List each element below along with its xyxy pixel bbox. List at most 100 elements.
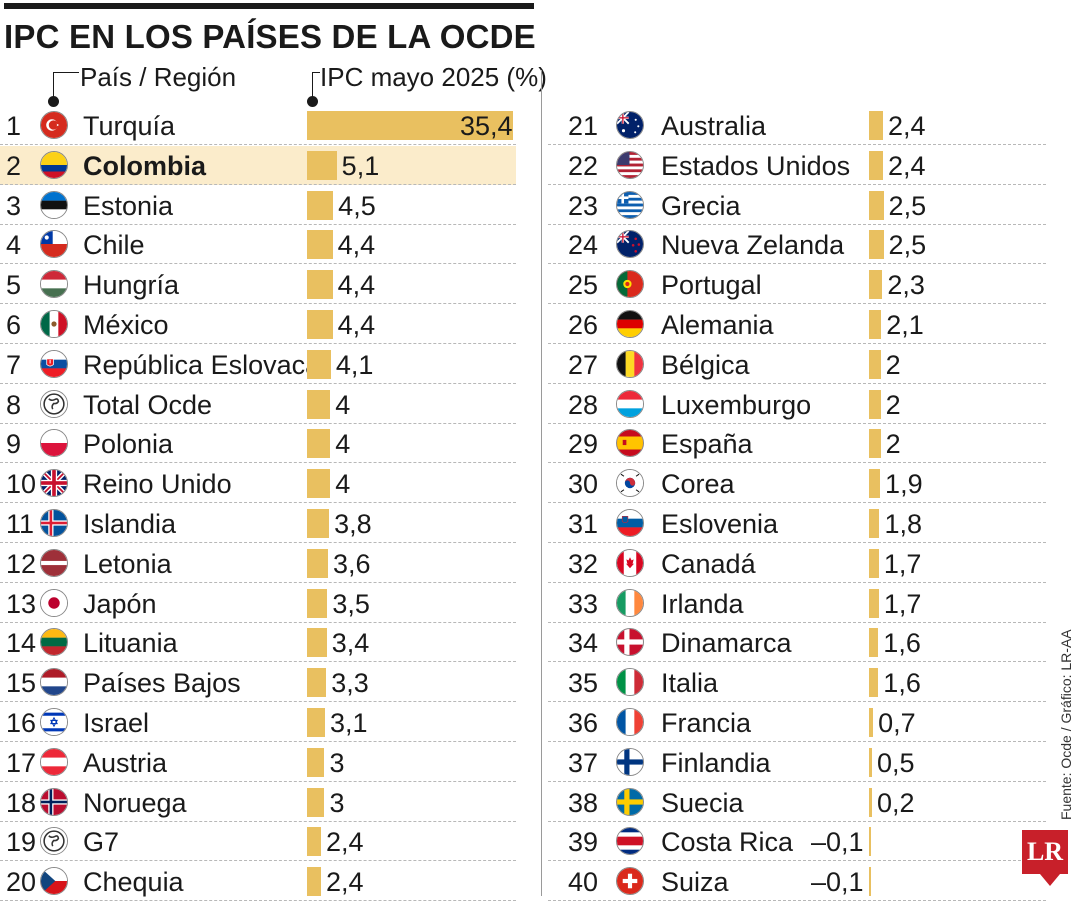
- bar: [307, 509, 330, 538]
- table-row: 38 Suecia 0,2: [548, 783, 1046, 822]
- row-rank: 1: [6, 111, 22, 141]
- row-value-label: 3,5: [332, 588, 370, 619]
- row-rank: 37: [568, 747, 599, 778]
- italy-flag-icon: [616, 668, 644, 697]
- table-row: 7 República Eslovaca 4,1: [0, 345, 516, 384]
- row-country-name: Países Bajos: [83, 668, 241, 699]
- row-value-label: 2,4: [325, 827, 364, 858]
- table-row: 14 Lituania 3,4: [0, 623, 516, 663]
- table-row: 10 Reino Unido 4: [0, 464, 516, 504]
- row-value-label: 3: [329, 747, 345, 778]
- bar: [307, 429, 331, 459]
- bar: [307, 548, 328, 578]
- row-rank: 34: [568, 628, 599, 659]
- bar: [307, 628, 327, 658]
- row-value-label: 0,5: [877, 747, 915, 778]
- country-header-dot: [48, 96, 59, 107]
- australia-flag-icon: [616, 111, 644, 139]
- row-value-label: 2,1: [886, 310, 924, 340]
- table-row: 5 Hungría 4,4: [0, 265, 516, 305]
- row-value-label: 2,4: [887, 111, 926, 141]
- row-value-label: 3,8: [334, 509, 372, 539]
- table-row: 13 Japón 3,5: [0, 584, 516, 623]
- table-row: 11 Islandia 3,8: [0, 504, 516, 543]
- row-country-name: Italia: [661, 668, 719, 699]
- bar: [869, 270, 883, 300]
- iceland-flag-icon: [40, 509, 68, 537]
- row-country-name: Suecia: [661, 787, 744, 818]
- row-value-label: 4: [335, 389, 351, 420]
- table-row: 9 Polonia 4: [0, 424, 516, 464]
- row-country-name: Eslovenia: [661, 509, 779, 539]
- table-row: 4 Chile 4,4: [0, 225, 516, 265]
- row-rank: 19: [6, 827, 37, 858]
- row-value-label: 1,8: [884, 509, 923, 539]
- poland-flag-icon: [40, 429, 68, 458]
- luxembourg-flag-icon: [616, 389, 644, 418]
- row-country-name: Dinamarca: [661, 628, 792, 659]
- row-rank: 14: [6, 628, 37, 659]
- row-rank: 16: [6, 708, 37, 738]
- table-row: 31 Eslovenia 1,8: [548, 504, 1046, 543]
- row-rank: 33: [568, 588, 599, 619]
- lr-logo: LR: [1022, 830, 1068, 874]
- table-row: 2 Colombia 5,1: [0, 145, 516, 185]
- row-country-name: Estonia: [83, 190, 174, 221]
- row-country-name: Colombia: [83, 150, 207, 181]
- table-row: 19 G7 2,4: [0, 822, 516, 862]
- row-country-name: Polonia: [83, 429, 174, 460]
- value-header-dot: [307, 96, 318, 107]
- row-rank: 3: [6, 190, 22, 221]
- row-value-label: 2: [885, 349, 901, 380]
- row-rank: 18: [6, 787, 37, 818]
- bar: [307, 668, 327, 698]
- bar: [869, 747, 872, 777]
- row-value-label: 2,4: [325, 867, 364, 898]
- row-rank: 38: [568, 787, 599, 818]
- row-value-label: 4,5: [338, 190, 376, 221]
- row-value-label: 2,5: [888, 190, 927, 221]
- slovakia-flag-icon: [40, 349, 68, 378]
- row-rank: 29: [568, 429, 599, 460]
- row-rank: 13: [6, 588, 37, 619]
- value-header-line: [312, 72, 313, 98]
- table-row: 6 México 4,4: [0, 305, 516, 344]
- bar: [307, 867, 321, 897]
- row-country-name: Chile: [83, 230, 145, 261]
- row-value-label: 4: [335, 429, 351, 460]
- bar: [869, 349, 881, 379]
- row-country-name: Irlanda: [661, 588, 744, 619]
- greece-flag-icon: [616, 190, 644, 219]
- row-rank: 17: [6, 747, 37, 778]
- table-row: 18 Noruega 3: [0, 783, 516, 822]
- bar: [307, 747, 325, 777]
- row-value-label: 3: [329, 787, 345, 818]
- row-rank: 10: [6, 469, 37, 500]
- globe-icon: [40, 827, 68, 856]
- turkey-flag-icon: [40, 111, 68, 139]
- row-country-name: Costa Rica: [661, 827, 794, 858]
- row-country-name: G7: [83, 827, 120, 858]
- table-row: 37 Finlandia 0,5: [548, 743, 1046, 782]
- row-rank: 12: [6, 548, 37, 579]
- lr-logo-tail: [1040, 874, 1060, 886]
- row-rank: 24: [568, 230, 599, 261]
- netherlands-flag-icon: [40, 668, 68, 697]
- row-country-name: Reino Unido: [83, 469, 232, 500]
- row-value-label: 1,6: [883, 668, 921, 699]
- row-rank: 35: [568, 668, 599, 699]
- usa-flag-icon: [616, 150, 644, 179]
- row-rank: 28: [568, 389, 599, 420]
- bar: [869, 150, 883, 180]
- table-row: 29 España 2: [548, 424, 1046, 464]
- row-country-name: Suiza: [661, 867, 729, 898]
- row-rank: 22: [568, 150, 599, 181]
- switzerland-flag-icon: [616, 867, 644, 896]
- new-zealand-flag-icon: [616, 230, 644, 259]
- row-value-label: 2,4: [887, 150, 926, 181]
- row-rank: 11: [6, 509, 35, 539]
- table-row: 1 Turquía 35,4: [0, 106, 516, 145]
- bar: [307, 787, 325, 817]
- estonia-flag-icon: [40, 190, 68, 219]
- row-country-name: Israel: [83, 708, 150, 738]
